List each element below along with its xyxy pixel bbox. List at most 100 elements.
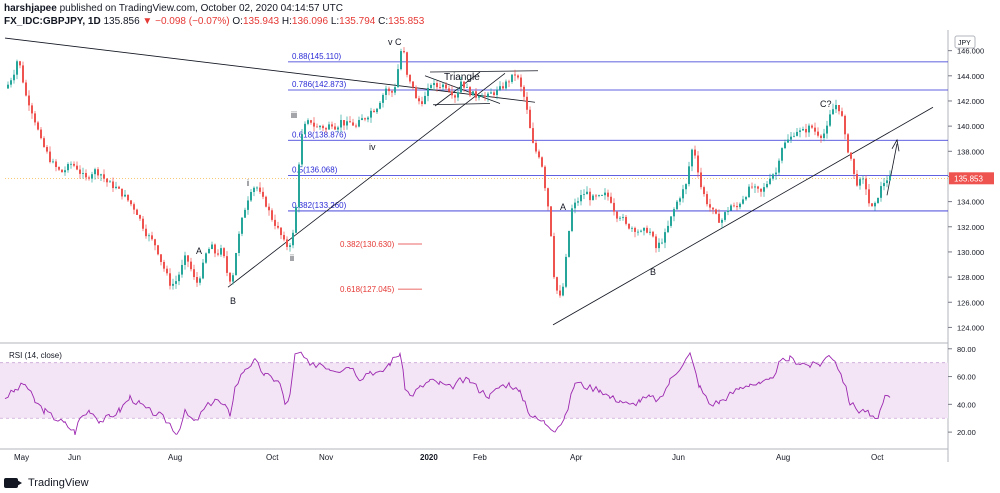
candle-body — [349, 121, 351, 123]
candle-body — [427, 87, 429, 96]
rsi-line[interactable] — [4, 351, 891, 435]
candle-body — [430, 85, 432, 88]
candle-body — [610, 196, 612, 203]
candle-body — [505, 81, 507, 89]
target-label: 0.618(127.045) — [340, 285, 395, 294]
candle-body — [736, 205, 738, 208]
triangle-lower-line[interactable] — [432, 103, 491, 106]
candle-body — [277, 225, 279, 228]
candle-body — [634, 227, 636, 232]
rsi-band — [0, 362, 948, 419]
candle-body — [214, 244, 216, 254]
down-arrow-icon: ▼ — [142, 16, 153, 27]
candle-body — [598, 195, 600, 197]
chart-header: harshjapee published on TradingView.com,… — [4, 2, 424, 28]
candle-body — [373, 110, 375, 113]
candle-body — [49, 151, 51, 162]
candle-body — [508, 81, 510, 83]
symbol-name[interactable]: FX_IDC:GBPJPY, 1D — [4, 16, 101, 27]
candle-body — [157, 245, 159, 255]
candle-body — [757, 186, 759, 189]
candle-body — [661, 242, 663, 244]
candle-body — [391, 91, 393, 93]
triangle-upper-line[interactable] — [429, 70, 539, 73]
price-pane[interactable] — [0, 30, 948, 340]
candle-body — [352, 122, 354, 126]
open-value: 135.943 — [242, 16, 280, 27]
high-label: H: — [281, 16, 292, 27]
uptrend-line-1[interactable] — [227, 72, 506, 288]
uptrend-line-2[interactable] — [552, 106, 934, 326]
candle-body — [415, 87, 417, 99]
time-axis-label: Aug — [776, 453, 790, 462]
candle-body — [457, 92, 459, 98]
wave-label: A — [560, 202, 566, 212]
brand-name[interactable]: TradingView — [28, 477, 89, 489]
downtrend-line[interactable] — [4, 37, 536, 103]
candle-body — [355, 125, 357, 127]
candle-body — [394, 87, 396, 93]
candle-body — [319, 125, 321, 128]
last-price-tag — [949, 172, 994, 185]
candle-body — [517, 75, 519, 78]
candle-body — [649, 231, 651, 233]
candle-body — [100, 174, 102, 176]
rsi-label: RSI (14, close) — [9, 351, 62, 360]
candle-body — [25, 82, 27, 96]
wave-label: B — [650, 267, 656, 277]
currency-badge[interactable] — [954, 35, 976, 49]
candle-body — [514, 74, 516, 76]
time-axis-label: Jun — [672, 453, 685, 462]
price-tick-label: 146.000 — [957, 47, 984, 56]
candle-body — [298, 164, 300, 208]
candle-body — [814, 127, 816, 132]
triangle-diagonal-1[interactable] — [424, 75, 501, 104]
candle-body — [673, 209, 675, 217]
candle-body — [592, 195, 594, 201]
candle-body — [619, 217, 621, 219]
publisher-line: harshjapee published on TradingView.com,… — [4, 2, 424, 15]
candle-body — [862, 178, 864, 180]
candle-body — [40, 129, 42, 139]
candle-body — [823, 133, 825, 138]
candle-body — [763, 187, 765, 192]
candle-body — [601, 195, 603, 196]
candle-body — [130, 200, 132, 205]
candle-body — [859, 179, 861, 186]
candle-body — [283, 235, 285, 240]
candle-body — [679, 198, 681, 202]
candles[interactable] — [7, 47, 891, 298]
candle-body — [628, 223, 630, 229]
price-tick-label: 130.000 — [957, 248, 984, 257]
projection-arrow-icon[interactable] — [886, 143, 898, 196]
tradingview-logo-icon — [4, 478, 22, 488]
candle-body — [253, 187, 255, 192]
candle-body — [262, 191, 264, 197]
candle-body — [631, 227, 633, 229]
rsi-tick-label: 60.00 — [957, 373, 976, 382]
price-tick-label: 124.000 — [957, 323, 984, 332]
candle-body — [886, 180, 888, 184]
candle-body — [79, 169, 81, 174]
candle-body — [58, 166, 60, 170]
candle-body — [832, 109, 834, 115]
candle-body — [793, 135, 795, 137]
candle-body — [76, 165, 78, 170]
price-tick-label: 142.000 — [957, 97, 984, 106]
candle-body — [334, 126, 336, 130]
currency-badge-text: JPY — [958, 40, 971, 47]
triangle-diagonal-2[interactable] — [434, 71, 481, 107]
candle-body — [703, 187, 705, 195]
candle-body — [232, 275, 234, 282]
candle-body — [889, 175, 891, 181]
candle-body — [493, 92, 495, 95]
candle-body — [268, 206, 270, 211]
candle-body — [103, 174, 105, 179]
candle-body — [244, 209, 246, 218]
candle-body — [205, 253, 207, 263]
wave-label: C? — [820, 99, 832, 109]
candle-body — [880, 186, 882, 198]
candle-body — [625, 216, 627, 224]
candle-body — [382, 94, 384, 103]
